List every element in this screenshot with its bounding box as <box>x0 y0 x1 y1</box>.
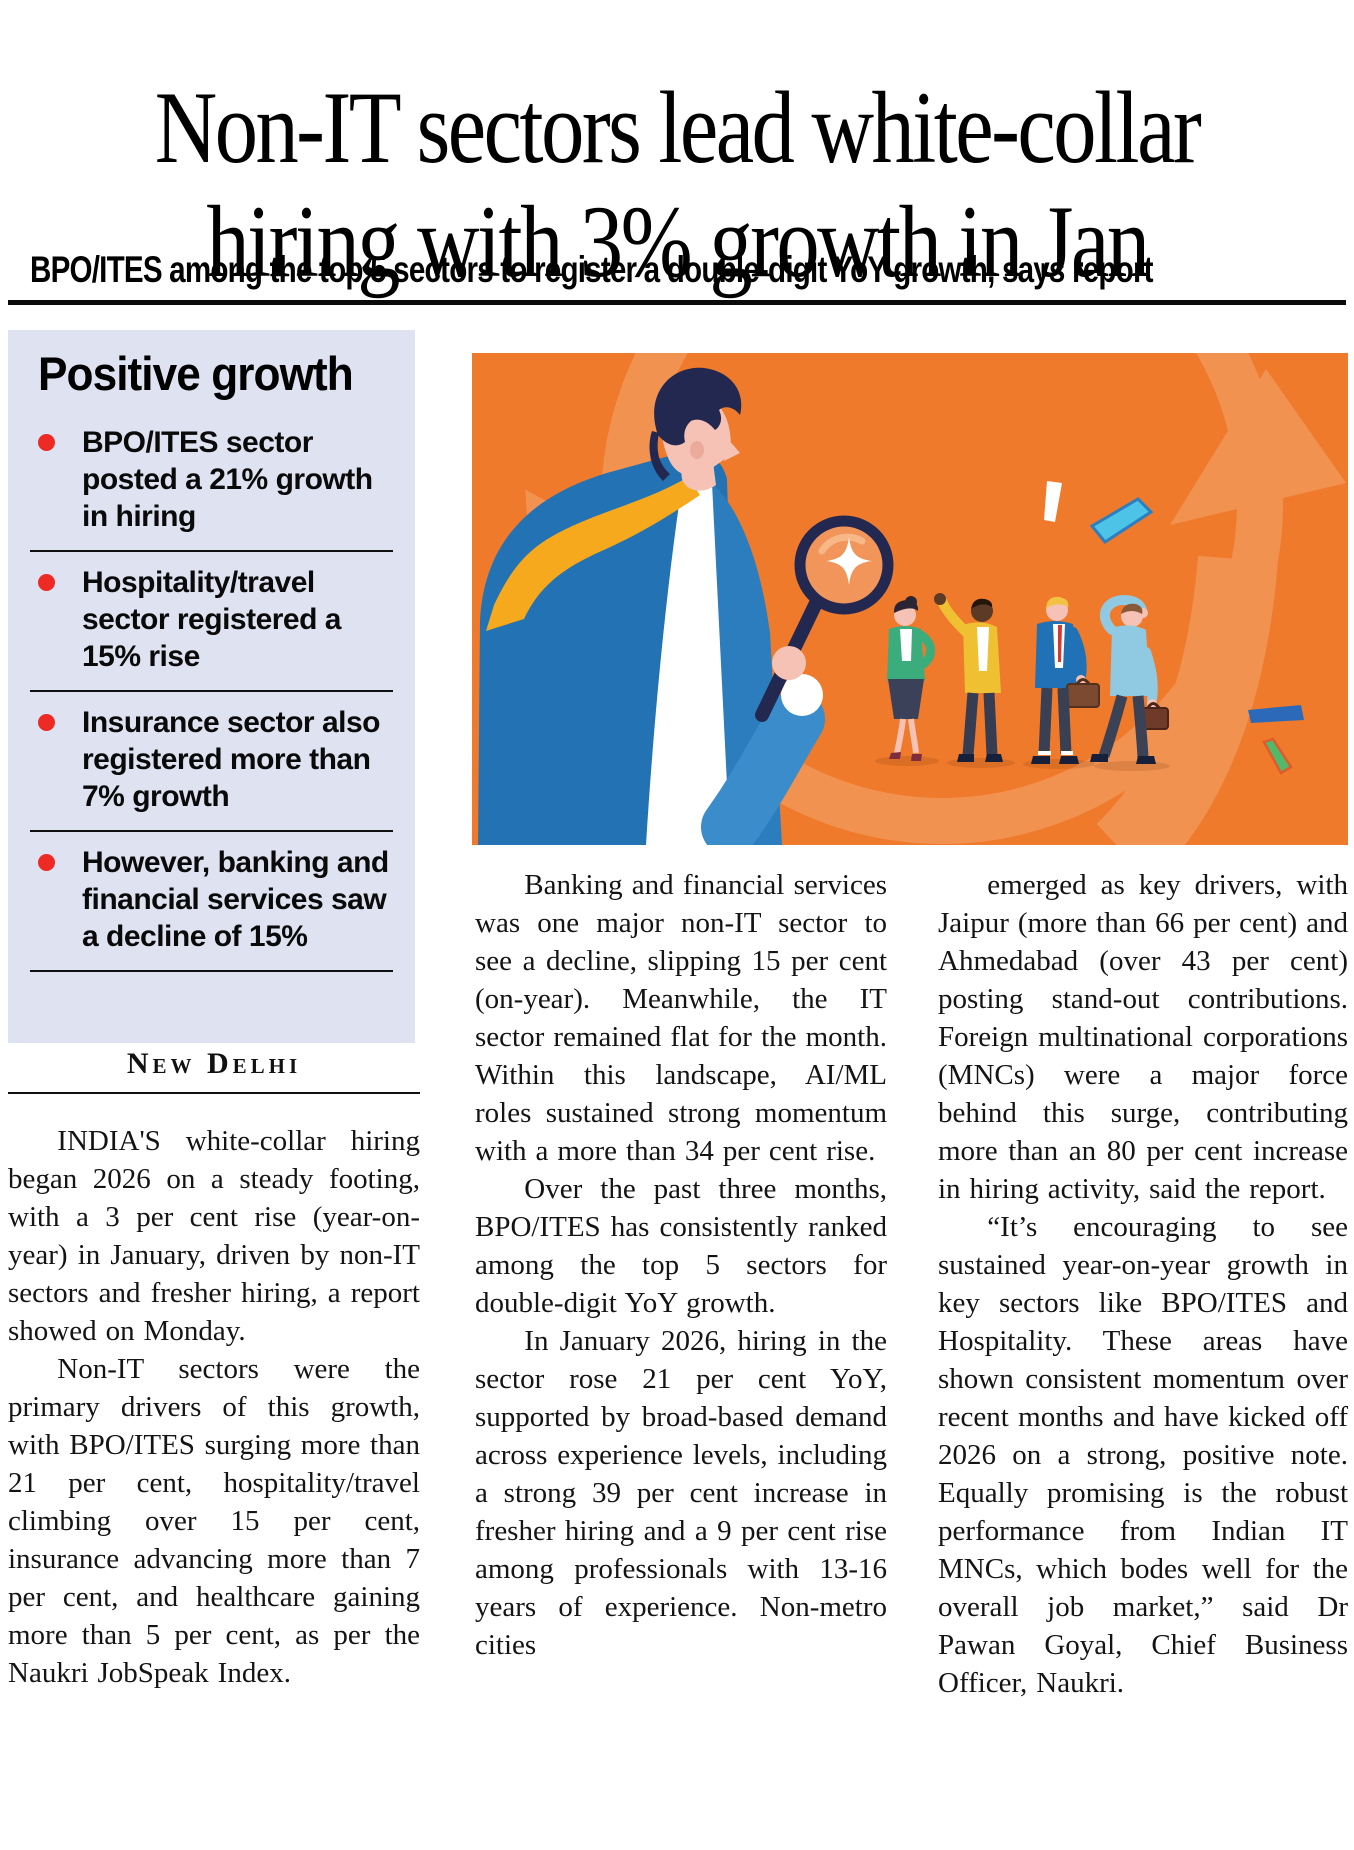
headline-line-2: hiring with 3% growth in Jan <box>206 185 1150 299</box>
businessman-figure <box>478 367 894 845</box>
article-paragraph: INDIA'S white-collar hiring began 2026 o… <box>8 1125 420 1347</box>
dateline-block: New Delhi <box>8 1048 420 1094</box>
article-paragraph: Non-IT sectors were the primary drivers … <box>8 1353 420 1689</box>
nose <box>724 439 740 461</box>
infobox-item-text: Insurance sector also registered more th… <box>82 706 380 813</box>
article-paragraph: In January 2026, hiring in the sector ro… <box>475 1325 887 1661</box>
infobox-item: However, banking and financial services … <box>30 832 393 972</box>
candidate-briefcase-man <box>1023 596 1100 769</box>
dateline-divider <box>8 1092 420 1094</box>
infobox-item-text: However, banking and financial services … <box>82 846 389 953</box>
ear <box>690 441 704 459</box>
confetti-green <box>1262 737 1293 775</box>
up-arrow-right-head <box>1170 369 1346 525</box>
infobox-item-list: BPO/ITES sector posted a 21% growth in h… <box>30 412 393 972</box>
candidate-waving-man <box>934 593 1015 768</box>
bullet-dot-icon <box>38 854 55 871</box>
article-paragraph: emerged as key drivers, with Jaipur (mor… <box>938 869 1348 1205</box>
gripping-hand <box>772 646 806 680</box>
sparkle-icon <box>826 537 872 585</box>
dateline: New Delhi <box>126 1047 302 1080</box>
lens-highlight <box>818 533 866 555</box>
positive-growth-infobox: Positive growth BPO/ITES sector posted a… <box>8 330 415 1043</box>
article-paragraph: “It’s encouraging to see sustained year-… <box>938 1211 1348 1699</box>
job-candidates <box>875 593 1170 771</box>
magnifier-icon <box>755 515 894 722</box>
article-column-3: emerged as key drivers, with Jaipur (mor… <box>938 866 1348 1702</box>
tie <box>486 477 700 631</box>
article-paragraph: Over the past three months, BPO/ITES has… <box>475 1173 887 1319</box>
bullet-dot-icon <box>38 714 55 731</box>
infobox-item-text: Hospitality/travel sector registered a 1… <box>82 566 341 673</box>
bullet-dot-icon <box>38 574 55 591</box>
headline: Non-IT sectors lead white-collar hiring … <box>108 71 1245 299</box>
raised-arm-sleeve <box>701 690 825 845</box>
confetti-cyan <box>1089 497 1154 544</box>
headline-line-1: Non-IT sectors lead white-collar <box>154 71 1202 185</box>
candidate-woman <box>875 596 939 766</box>
bullet-dot-icon <box>38 434 55 451</box>
hiring-illustration <box>472 353 1348 845</box>
curved-arrow-tail <box>1095 555 1278 845</box>
infobox-item: Hospitality/travel sector registered a 1… <box>30 552 393 692</box>
confetti-white <box>1044 481 1062 522</box>
infobox-item: BPO/ITES sector posted a 21% growth in h… <box>30 412 393 552</box>
confetti <box>1044 481 1304 775</box>
shirt-cuff <box>781 674 823 716</box>
article-column-1: INDIA'S white-collar hiring began 2026 o… <box>8 1122 420 1692</box>
masthead-divider <box>8 300 1346 305</box>
article-paragraph: Banking and financial services was one m… <box>475 869 887 1167</box>
article-column-2: Banking and financial services was one m… <box>475 866 887 1664</box>
infobox-item-text: BPO/ITES sector posted a 21% growth in h… <box>82 426 373 533</box>
hair <box>654 367 742 446</box>
candidate-puzzled-man <box>1090 594 1170 771</box>
infobox-title: Positive growth <box>38 347 354 400</box>
infobox-item: Insurance sector also registered more th… <box>30 692 393 832</box>
hiring-illustration-svg <box>472 353 1348 845</box>
subheadline: BPO/ITES among the top 5 sectors to regi… <box>30 249 1154 290</box>
confetti-blue <box>1248 705 1304 723</box>
hair-back <box>649 431 670 481</box>
